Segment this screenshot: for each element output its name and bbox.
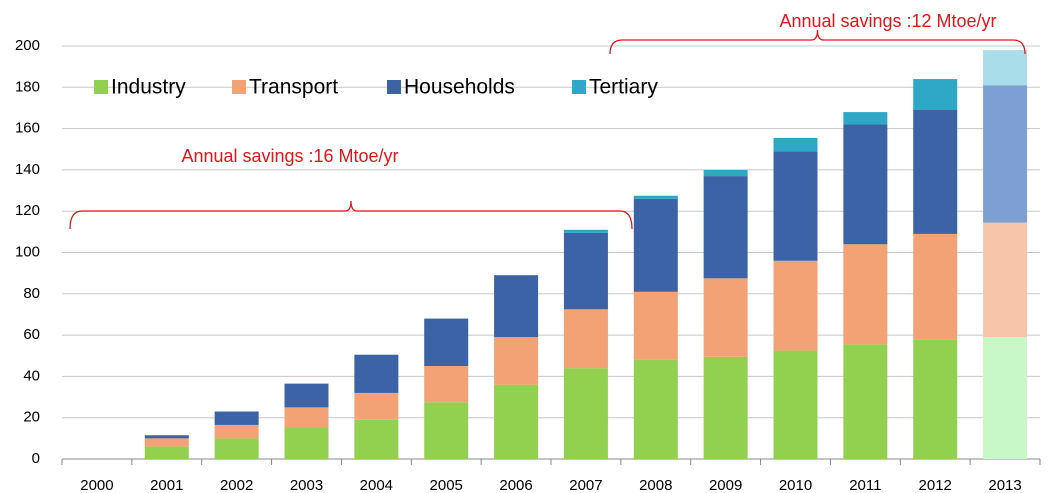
x-tick-label: 2000 bbox=[80, 477, 113, 493]
bar-segment bbox=[633, 198, 678, 292]
bar-segment bbox=[843, 244, 888, 345]
bar-segment bbox=[633, 359, 678, 459]
bar-segment bbox=[843, 112, 888, 125]
bar-segment bbox=[843, 124, 888, 245]
bracket bbox=[609, 29, 1026, 55]
bar-segment bbox=[773, 137, 818, 152]
x-tick-label: 2008 bbox=[639, 477, 672, 493]
bar-segment bbox=[144, 446, 189, 459]
x-tick-label: 2004 bbox=[360, 477, 393, 493]
bar-segment bbox=[424, 318, 469, 367]
x-tick-label: 2003 bbox=[290, 477, 323, 493]
bar-segment bbox=[494, 337, 539, 385]
y-tick-label: 40 bbox=[23, 367, 40, 384]
bar-segment bbox=[913, 79, 958, 111]
bar-segment bbox=[144, 435, 189, 439]
y-tick-label: 100 bbox=[15, 243, 40, 260]
bar-segment bbox=[563, 229, 608, 233]
y-tick-label: 0 bbox=[32, 450, 40, 467]
legend-swatch bbox=[232, 80, 246, 94]
legend-text: Industry bbox=[111, 76, 186, 99]
x-tick-label: 2007 bbox=[569, 477, 602, 493]
bar-segment bbox=[144, 438, 189, 447]
y-tick-label: 60 bbox=[23, 326, 40, 343]
bar-segment bbox=[494, 384, 539, 459]
bar-segment bbox=[563, 232, 608, 310]
x-tick-label: 2010 bbox=[779, 477, 812, 493]
annotation: Annual savings :16 Mtoe/yr bbox=[181, 146, 398, 166]
bar-segment bbox=[913, 233, 958, 340]
y-tick-label: 20 bbox=[23, 409, 40, 426]
bar-segment bbox=[983, 85, 1028, 223]
x-tick-label: 2002 bbox=[220, 477, 253, 493]
legend-text: Transport bbox=[249, 76, 338, 99]
y-tick-label: 200 bbox=[15, 37, 40, 54]
y-tick-label: 180 bbox=[15, 78, 40, 95]
y-tick-label: 80 bbox=[23, 285, 40, 302]
x-tick-label: 2009 bbox=[709, 477, 742, 493]
x-tick-label: 2011 bbox=[849, 477, 881, 493]
x-tick-label: 2013 bbox=[988, 477, 1021, 493]
annotation: Annual savings :12 Mtoe/yr bbox=[779, 11, 996, 31]
bar-segment bbox=[773, 151, 818, 261]
bar-segment bbox=[983, 50, 1028, 86]
bar-segment bbox=[703, 169, 748, 177]
legend-text: Households bbox=[404, 76, 515, 99]
y-tick-label: 140 bbox=[15, 161, 40, 178]
bar-segment bbox=[773, 350, 818, 459]
x-tick-label: 2001 bbox=[150, 477, 183, 493]
bar-segment bbox=[354, 392, 399, 420]
bar-segment bbox=[214, 411, 259, 425]
bar-segment bbox=[703, 356, 748, 459]
bar-segment bbox=[424, 366, 469, 403]
bar-segment bbox=[284, 428, 329, 459]
bar-segment bbox=[913, 339, 958, 459]
bar-segment bbox=[424, 402, 469, 459]
bar-segment bbox=[983, 337, 1028, 459]
bar-segment bbox=[284, 407, 329, 429]
y-tick-label: 160 bbox=[15, 120, 40, 137]
legend-swatch bbox=[572, 80, 586, 94]
bar-segment bbox=[214, 438, 259, 459]
bar-segment bbox=[563, 309, 608, 369]
bar-segment bbox=[214, 424, 259, 439]
bar-segment bbox=[284, 383, 329, 408]
x-tick-label: 2006 bbox=[499, 477, 532, 493]
bar-segment bbox=[633, 291, 678, 360]
bracket bbox=[69, 200, 633, 230]
bar-segment bbox=[913, 110, 958, 234]
bar-segment bbox=[563, 368, 608, 459]
bar-segment bbox=[773, 260, 818, 351]
x-tick-label: 2005 bbox=[430, 477, 463, 493]
y-tick-label: 120 bbox=[15, 202, 40, 219]
bar-segment bbox=[983, 222, 1028, 338]
bar-segment bbox=[354, 354, 399, 393]
legend-swatch bbox=[387, 80, 401, 94]
bar-segment bbox=[703, 176, 748, 279]
bar-segment bbox=[703, 278, 748, 357]
bar-segment bbox=[354, 419, 399, 459]
bar-segment bbox=[633, 195, 678, 199]
x-tick-label: 2012 bbox=[919, 477, 952, 493]
bar-segment bbox=[843, 344, 888, 459]
legend-swatch bbox=[94, 80, 108, 94]
legend-text: Tertiary bbox=[589, 76, 658, 99]
bar-segment bbox=[494, 275, 539, 338]
